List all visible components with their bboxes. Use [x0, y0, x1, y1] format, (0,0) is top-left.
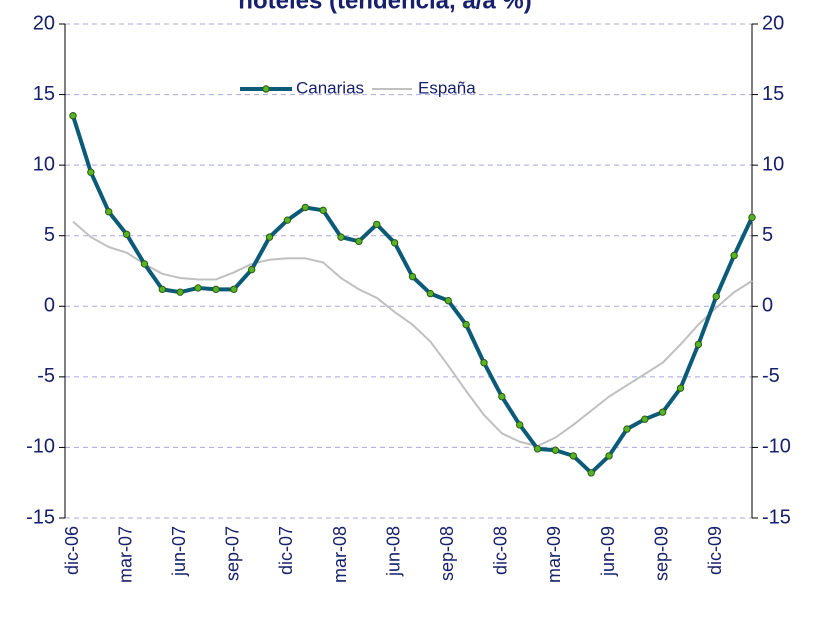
y2-tick-label: 20 — [762, 12, 784, 34]
point-marker — [265, 233, 274, 241]
y2-tick-label: 10 — [762, 153, 784, 175]
legend-marker — [262, 85, 270, 93]
y-tick-label: 15 — [33, 83, 55, 105]
x-tick-label: mar-09 — [544, 526, 564, 583]
point-marker — [194, 284, 202, 292]
point-marker — [337, 233, 345, 241]
chart-title: hoteles (tendencia, a/a %) — [238, 0, 531, 14]
y-tick-label: -15 — [26, 506, 55, 528]
point-marker — [551, 446, 560, 454]
point-marker — [533, 445, 542, 453]
point-marker — [301, 203, 309, 212]
point-marker — [605, 452, 613, 460]
x-tick-label: mar-08 — [330, 526, 350, 583]
x-tick-label: dic-09 — [705, 526, 725, 575]
legend-label: España — [418, 78, 476, 97]
point-marker — [623, 425, 631, 433]
y2-tick-label: -5 — [762, 365, 780, 387]
legend-label: Canarias — [296, 78, 364, 97]
y-tick-label: 20 — [33, 12, 55, 34]
x-tick-label: sep-08 — [437, 526, 457, 581]
y-tick-label: -10 — [26, 436, 55, 458]
point-marker — [122, 230, 131, 239]
point-marker — [498, 392, 506, 401]
point-marker — [748, 213, 756, 222]
y-tick-label: 5 — [44, 224, 55, 246]
y-tick-label: 0 — [44, 295, 55, 317]
point-marker — [230, 285, 238, 294]
point-marker — [444, 296, 452, 305]
point-marker — [158, 285, 167, 294]
point-marker — [390, 239, 399, 247]
point-marker — [408, 272, 417, 281]
x-tick-label: dic-07 — [276, 526, 296, 575]
series-line — [71, 115, 754, 475]
x-tick-label: mar-07 — [115, 526, 135, 583]
point-marker — [462, 320, 470, 329]
point-marker — [516, 421, 524, 429]
point-marker — [480, 359, 488, 367]
point-marker — [426, 289, 435, 298]
y-tick-label: 10 — [33, 153, 55, 175]
series-line — [72, 220, 753, 448]
x-tick-label: jun-08 — [383, 526, 403, 577]
point-marker — [641, 415, 649, 423]
x-tick-label: dic-06 — [62, 526, 82, 575]
y2-tick-label: -10 — [762, 436, 791, 458]
point-marker — [140, 260, 149, 268]
point-marker — [587, 469, 595, 477]
point-marker — [712, 292, 720, 301]
point-marker — [730, 251, 738, 260]
point-marker — [373, 220, 381, 229]
y2-tick-label: 15 — [762, 83, 784, 105]
y2-tick-label: 0 — [762, 295, 773, 317]
y2-tick-label: -15 — [762, 506, 791, 528]
x-tick-label: jun-07 — [169, 526, 189, 577]
point-marker — [212, 285, 220, 294]
point-marker — [694, 340, 703, 349]
point-marker — [105, 208, 113, 216]
point-marker — [69, 112, 77, 120]
x-tick-label: sep-09 — [651, 526, 671, 581]
point-marker — [569, 452, 578, 460]
x-tick-label: dic-08 — [491, 526, 511, 575]
point-marker — [658, 408, 667, 416]
point-marker — [283, 216, 292, 224]
y-tick-label: -5 — [37, 365, 55, 387]
point-marker — [176, 288, 184, 296]
x-tick-label: sep-07 — [223, 526, 243, 581]
point-marker — [247, 265, 256, 274]
point-marker — [319, 206, 327, 215]
y2-tick-label: 5 — [762, 224, 773, 246]
point-marker — [676, 384, 685, 392]
point-marker — [87, 168, 95, 176]
point-marker — [355, 237, 363, 246]
x-tick-label: jun-09 — [598, 526, 618, 577]
